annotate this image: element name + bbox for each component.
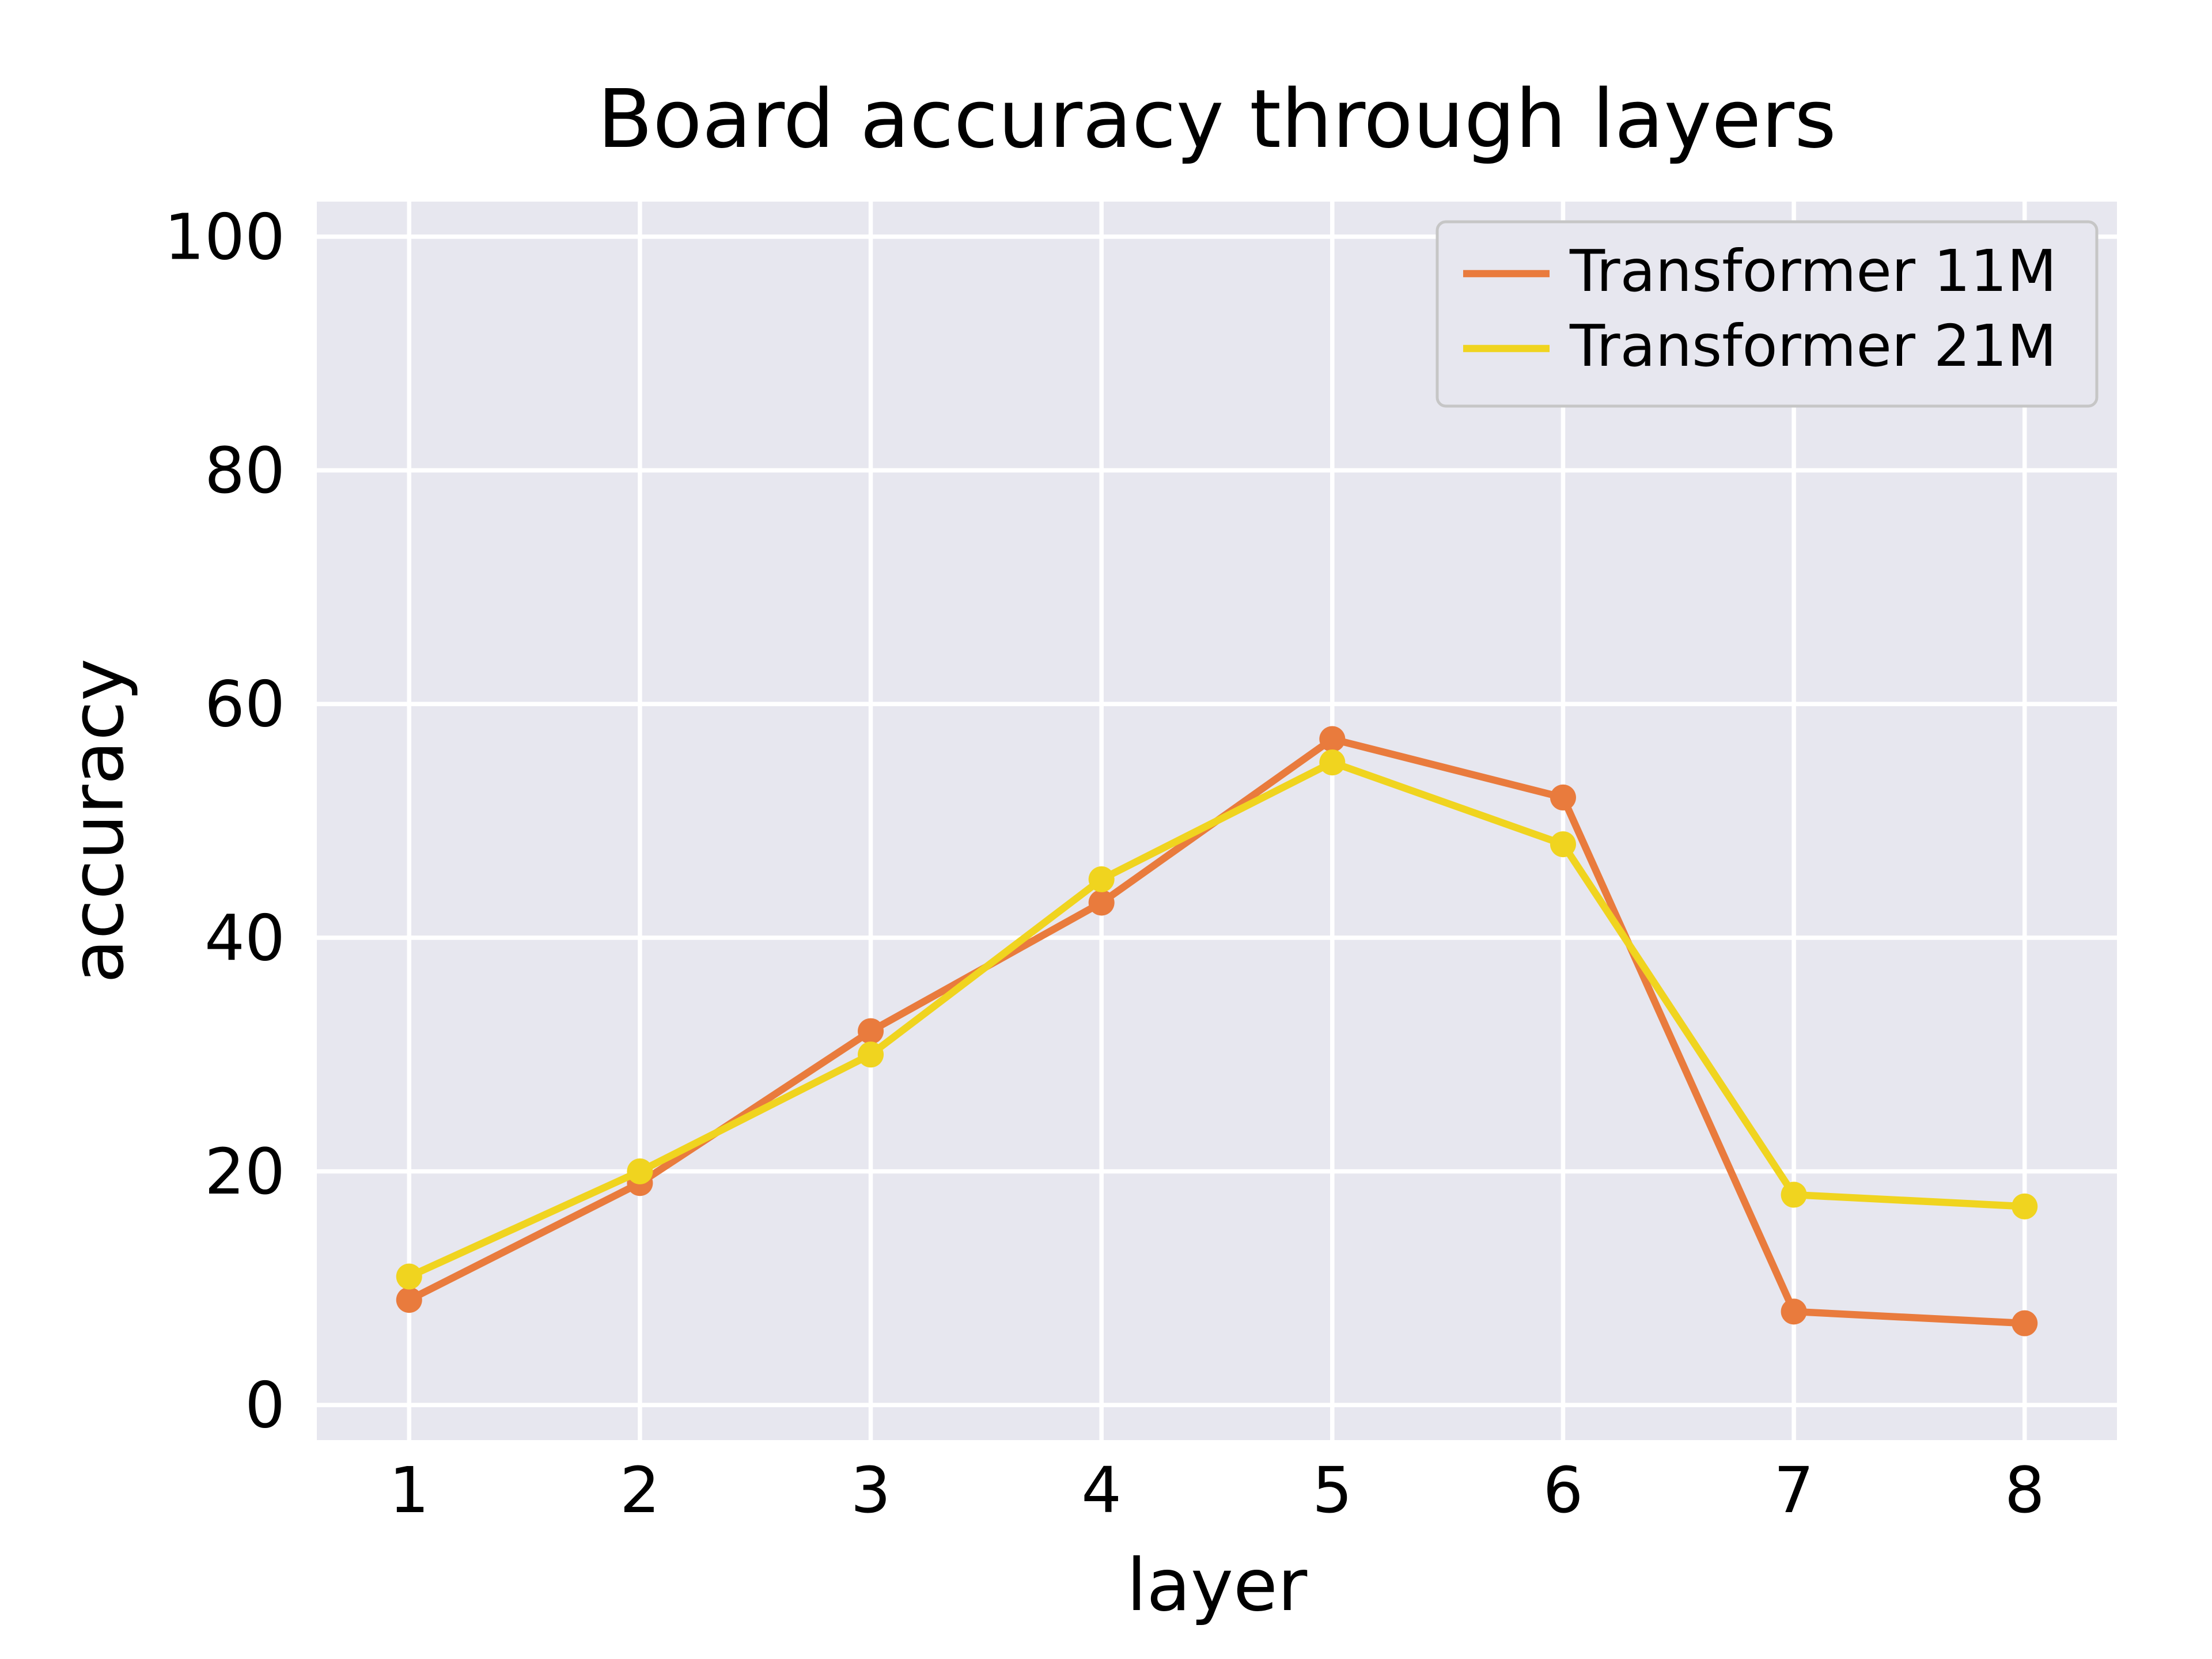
y-tick-label: 0	[245, 1369, 285, 1442]
series-marker-1	[1550, 831, 1576, 857]
x-tick-label: 4	[1081, 1453, 1122, 1527]
series-marker-1	[1319, 749, 1345, 775]
y-tick-label: 100	[164, 200, 285, 274]
x-tick-label: 2	[620, 1453, 660, 1527]
x-axis-label: layer	[1127, 1544, 1308, 1627]
y-tick-label: 40	[204, 901, 285, 975]
x-tick-label: 3	[851, 1453, 891, 1527]
legend-label-0: Transformer 11M	[1569, 237, 2056, 305]
legend-label-1: Transformer 21M	[1569, 312, 2056, 380]
series-marker-0	[396, 1287, 422, 1313]
series-marker-1	[2012, 1194, 2037, 1219]
chart-title: Board accuracy through layers	[597, 73, 1836, 166]
y-axis-label: accuracy	[56, 658, 140, 983]
series-marker-1	[1089, 866, 1115, 892]
x-tick-label: 7	[1774, 1453, 1814, 1527]
series-marker-1	[1781, 1182, 1807, 1208]
series-marker-0	[1781, 1298, 1807, 1324]
x-tick-label: 8	[2005, 1453, 2045, 1527]
series-marker-1	[858, 1041, 884, 1067]
series-marker-1	[627, 1158, 653, 1184]
line-chart: 12345678020406080100layeraccuracyBoard a…	[0, 0, 2212, 1659]
x-tick-label: 5	[1312, 1453, 1353, 1527]
x-tick-label: 6	[1543, 1453, 1583, 1527]
series-marker-0	[858, 1018, 884, 1044]
chart-container: 12345678020406080100layeraccuracyBoard a…	[0, 0, 2212, 1659]
series-marker-0	[1089, 889, 1115, 915]
series-marker-0	[1550, 785, 1576, 810]
series-marker-0	[2012, 1310, 2037, 1336]
y-tick-label: 80	[204, 434, 285, 507]
y-tick-label: 20	[204, 1135, 285, 1209]
x-tick-label: 1	[389, 1453, 429, 1527]
series-marker-1	[396, 1264, 422, 1290]
series-marker-0	[1319, 726, 1345, 752]
y-tick-label: 60	[204, 668, 285, 741]
